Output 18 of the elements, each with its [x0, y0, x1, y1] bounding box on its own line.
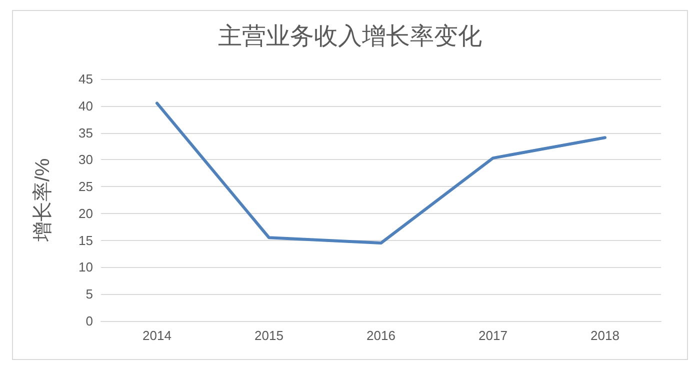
y-tick-label: 25 — [78, 179, 93, 194]
y-tick-label: 0 — [86, 314, 93, 328]
x-tick-label: 2018 — [590, 328, 620, 343]
y-tick-label: 10 — [78, 260, 93, 275]
x-tick-label: 2016 — [366, 328, 396, 343]
y-tick-label: 20 — [78, 206, 93, 221]
chart-title: 主营业务收入增长率变化 — [218, 22, 482, 50]
y-tick-label: 45 — [78, 72, 93, 86]
y-tick-label: 40 — [78, 98, 93, 114]
y-tick-label: 5 — [86, 286, 93, 302]
y-tick-label: 15 — [78, 232, 93, 248]
x-tick-label: 2014 — [142, 328, 172, 343]
y-tick-label: 35 — [78, 125, 93, 140]
y-tick-label: 30 — [78, 152, 93, 168]
y-axis-title: 增长率/% — [32, 158, 54, 243]
line-series — [156, 102, 606, 245]
x-tick-label: 2015 — [254, 328, 284, 343]
x-tick-label: 2017 — [478, 328, 508, 343]
